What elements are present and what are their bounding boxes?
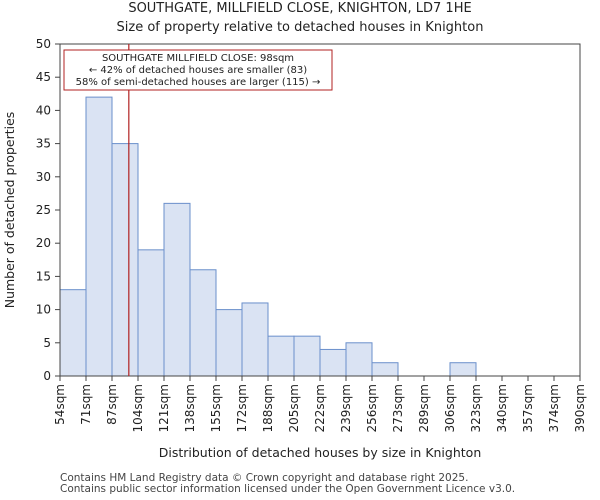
x-tick-label: 172sqm [235, 384, 249, 432]
y-tick-label: 25 [36, 203, 51, 217]
x-tick-label: 71sqm [79, 384, 93, 425]
y-tick-label: 10 [36, 303, 51, 317]
footer-licence: Contains public sector information licen… [60, 483, 516, 495]
x-tick-label: 104sqm [131, 384, 145, 432]
histogram-bar [449, 362, 477, 377]
chart-title: SOUTHGATE, MILLFIELD CLOSE, KNIGHTON, LD… [128, 1, 471, 16]
y-axis-title: Number of detached properties [2, 112, 17, 309]
y-tick-label: 35 [36, 137, 51, 151]
x-tick-label: 323sqm [469, 384, 483, 432]
annotation-line-1: SOUTHGATE MILLFIELD CLOSE: 98sqm [102, 53, 294, 64]
x-tick-label: 205sqm [287, 384, 301, 432]
x-tick-label: 87sqm [105, 384, 119, 425]
histogram-bar [189, 269, 217, 377]
histogram-bar [163, 202, 191, 377]
histogram-bar [215, 309, 243, 377]
x-tick-label: 121sqm [157, 384, 171, 432]
x-tick-label: 54sqm [53, 384, 67, 425]
y-tick-label: 30 [36, 170, 51, 184]
footer-copyright: Contains HM Land Registry data © Crown c… [60, 472, 469, 484]
x-tick-label: 256sqm [365, 384, 379, 432]
x-tick-label: 357sqm [521, 384, 535, 432]
x-tick-label: 273sqm [391, 384, 405, 432]
histogram-bar [293, 335, 321, 377]
x-tick-label: 222sqm [313, 384, 327, 432]
annotation-frame [63, 49, 333, 91]
histogram-bar [345, 342, 373, 377]
y-tick-label: 15 [36, 269, 51, 283]
annotation-line-3: 58% of semi-detached houses are larger (… [76, 77, 321, 88]
x-tick-label: 138sqm [183, 384, 197, 432]
plot-frame [59, 43, 581, 377]
annotation-box: SOUTHGATE MILLFIELD CLOSE: 98sqm ← 42% o… [63, 49, 333, 91]
y-tick-label: 0 [43, 369, 51, 383]
x-axis-title: Distribution of detached houses by size … [159, 445, 482, 460]
histogram-bar [137, 249, 165, 377]
y-tick-label: 50 [36, 37, 51, 51]
x-tick-label: 188sqm [261, 384, 275, 432]
x-tick-label: 390sqm [573, 384, 587, 432]
chart-subtitle: Size of property relative to detached ho… [117, 20, 484, 35]
y-tick-label: 45 [36, 70, 51, 84]
x-tick-label: 374sqm [547, 384, 561, 432]
y-tick-label: 5 [43, 336, 51, 350]
histogram-bar [59, 289, 87, 377]
histogram-bar [319, 348, 347, 377]
x-tick-label: 340sqm [495, 384, 509, 432]
y-tick-label: 40 [36, 103, 51, 117]
y-tick-label: 20 [36, 236, 51, 250]
x-tick-label: 306sqm [443, 384, 457, 432]
histogram-bar [267, 335, 295, 377]
annotation-line-2: ← 42% of detached houses are smaller (83… [89, 65, 307, 76]
histogram-bar [111, 143, 139, 377]
x-tick-label: 239sqm [339, 384, 353, 432]
histogram-bar [241, 302, 269, 377]
histogram-bar [85, 96, 113, 377]
histogram-bar [371, 362, 399, 377]
x-tick-label: 289sqm [417, 384, 431, 432]
x-tick-label: 155sqm [209, 384, 223, 432]
